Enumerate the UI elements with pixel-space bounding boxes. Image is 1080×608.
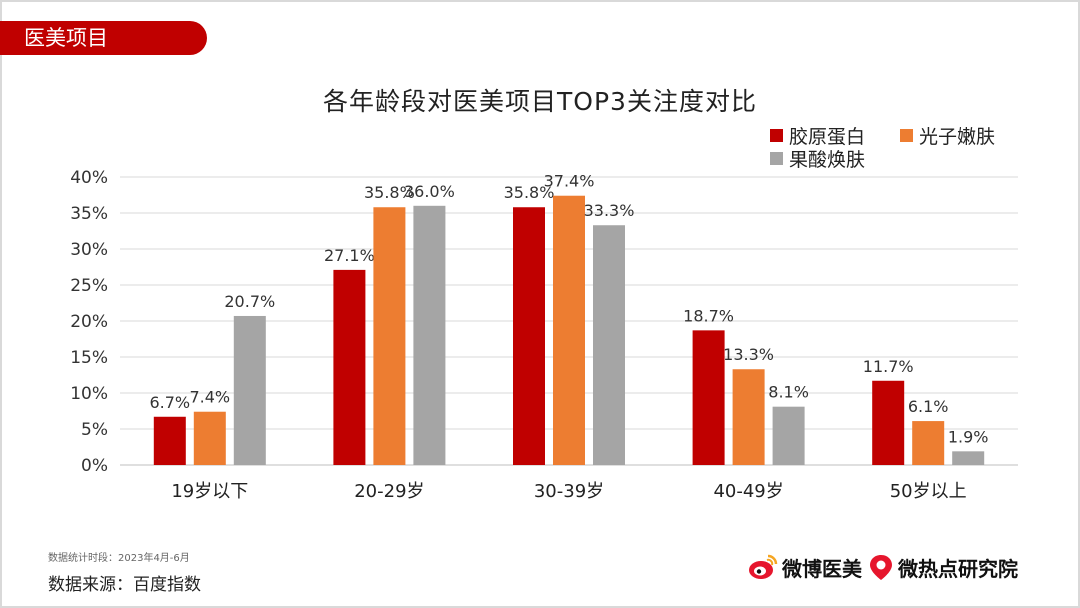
data-label: 6.1% xyxy=(908,397,949,416)
y-tick-label: 30% xyxy=(70,240,108,260)
bar-1-4 xyxy=(692,330,725,465)
bar-3-1 xyxy=(233,315,266,465)
y-tick-label: 15% xyxy=(70,348,108,368)
data-label: 37.4% xyxy=(544,172,595,191)
x-tick-label: 19岁以下 xyxy=(171,481,248,502)
brand-research-institute: 微热点研究院 xyxy=(868,552,1018,582)
legend-swatch xyxy=(900,129,913,142)
bar-1-2 xyxy=(333,269,366,465)
section-tag: 医美项目 xyxy=(0,21,207,55)
bar-3-4 xyxy=(772,406,805,465)
x-tick-label: 50岁以上 xyxy=(890,481,967,502)
location-pin-logo-icon xyxy=(870,555,892,580)
chart-title: 各年龄段对医美项目TOP3关注度对比 xyxy=(323,87,757,116)
legend-swatch xyxy=(770,152,783,165)
data-label: 36.0% xyxy=(404,182,455,201)
bar-2-5 xyxy=(912,421,945,465)
y-tick-label: 35% xyxy=(70,204,108,224)
data-label: 35.8% xyxy=(364,183,415,202)
y-tick-label: 20% xyxy=(70,312,108,332)
legend-swatch xyxy=(770,129,783,142)
bar-2-4 xyxy=(732,369,765,465)
data-source: 数据来源：百度指数 xyxy=(48,575,201,595)
brand-research-institute-label: 微热点研究院 xyxy=(898,556,1018,581)
bar-3-2 xyxy=(413,205,446,466)
legend-item-photon: 光子嫩肤 xyxy=(900,126,995,148)
legend-item-fruit-acid: 果酸焕肤 xyxy=(770,149,865,171)
bar-2-3 xyxy=(553,195,585,465)
legend-item-collagen: 胶原蛋白 xyxy=(770,126,865,148)
legend-label: 果酸焕肤 xyxy=(789,149,866,171)
x-tick-label: 30-39岁 xyxy=(534,481,604,502)
bar-2-1 xyxy=(193,411,226,465)
y-tick-label: 0% xyxy=(81,456,108,476)
data-label: 35.8% xyxy=(504,183,555,202)
y-tick-label: 10% xyxy=(70,384,108,404)
bar-1-1 xyxy=(153,416,186,465)
bar-1-5 xyxy=(872,380,905,465)
bar-1-3 xyxy=(513,207,545,466)
data-label: 6.7% xyxy=(149,393,190,412)
data-period: 数据统计时段：2023年4月-6月 xyxy=(48,553,190,564)
data-label: 11.7% xyxy=(863,357,914,376)
brand-weibo-medical-label: 微博医美 xyxy=(782,556,862,581)
data-label: 13.3% xyxy=(723,345,774,364)
bar-2-2 xyxy=(373,207,406,466)
y-tick-label: 25% xyxy=(70,276,108,296)
legend-label: 胶原蛋白 xyxy=(789,126,866,148)
x-tick-label: 20-29岁 xyxy=(354,481,424,502)
data-label: 33.3% xyxy=(584,201,635,220)
weibo-logo-icon xyxy=(749,554,778,579)
y-tick-label: 5% xyxy=(81,420,108,440)
y-tick-label: 40% xyxy=(70,168,108,188)
data-label: 8.1% xyxy=(768,383,809,402)
x-tick-label: 40-49岁 xyxy=(713,481,783,502)
legend-label: 光子嫩肤 xyxy=(919,126,996,148)
bar-3-5 xyxy=(952,451,985,465)
data-label: 20.7% xyxy=(224,292,275,311)
data-label: 1.9% xyxy=(948,427,989,446)
data-label: 18.7% xyxy=(683,306,734,325)
brand-weibo-medical: 微博医美 xyxy=(748,552,862,582)
data-label: 27.1% xyxy=(324,246,375,265)
data-label: 7.4% xyxy=(189,388,230,407)
bar-3-3 xyxy=(593,225,625,465)
